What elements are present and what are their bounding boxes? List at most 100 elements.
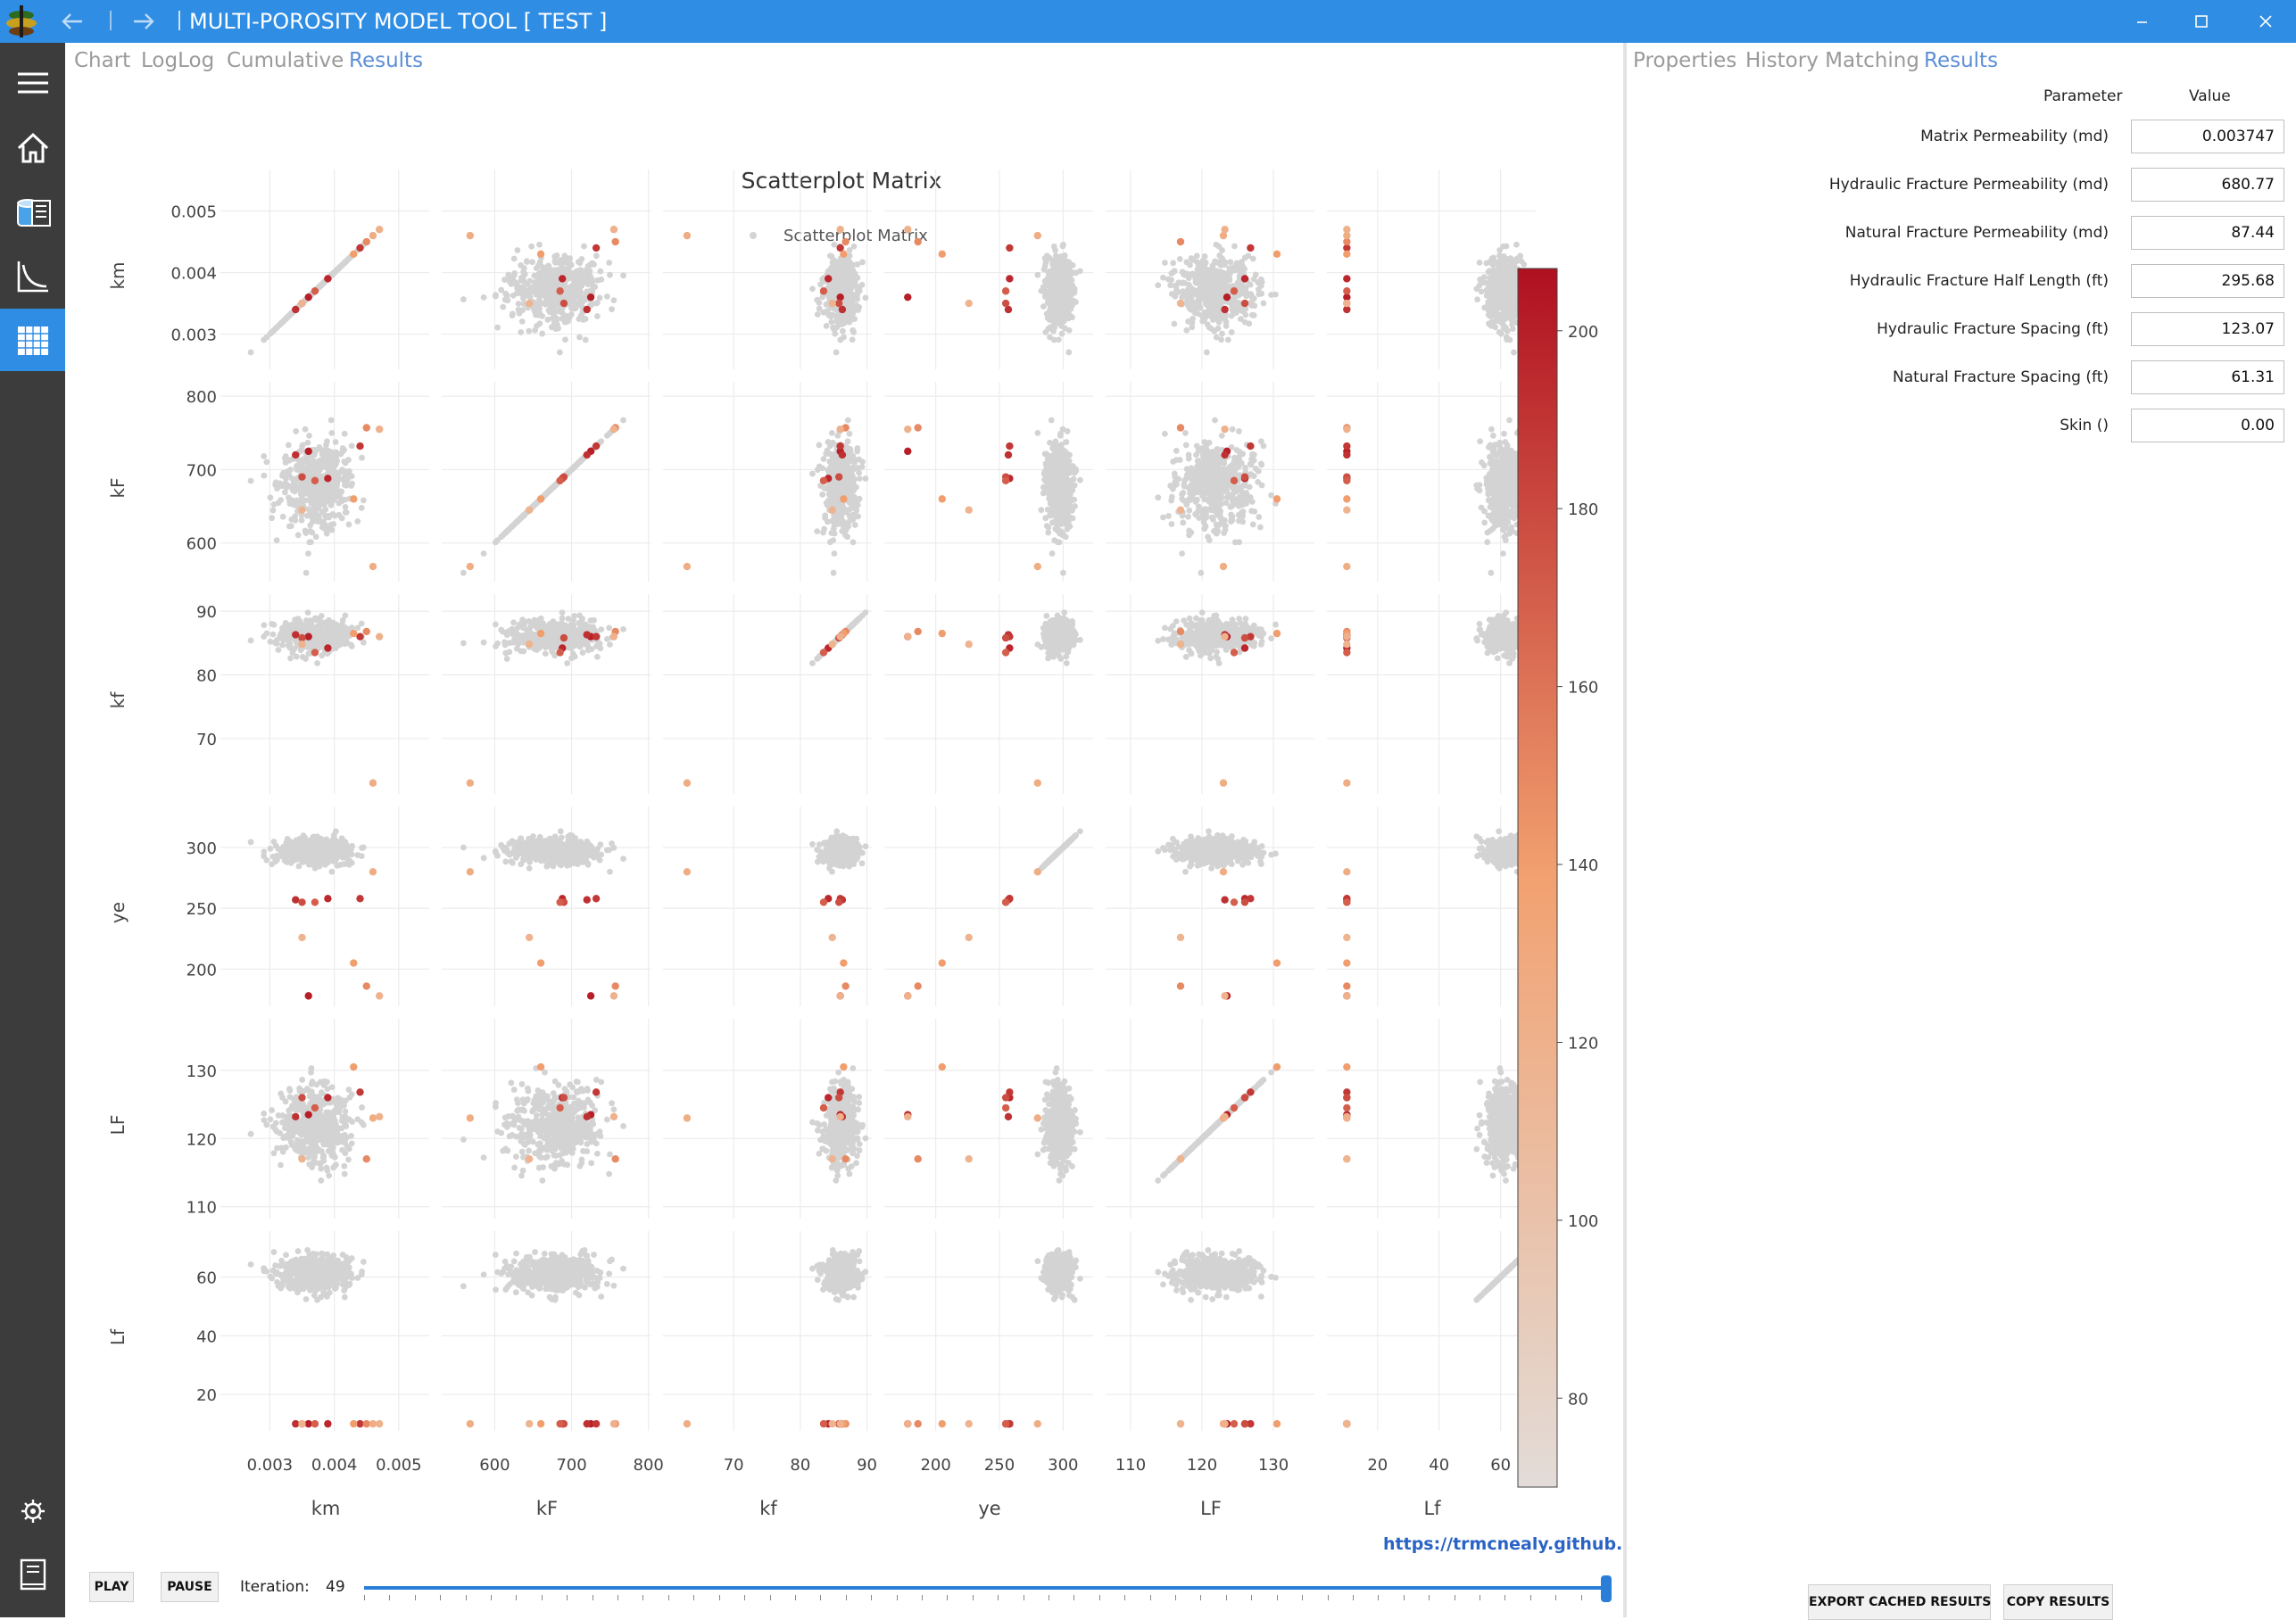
data-point xyxy=(1202,253,1208,260)
data-point xyxy=(1177,256,1183,262)
data-point xyxy=(1231,244,1238,250)
x-tick-label: 250 xyxy=(984,1456,1015,1475)
data-point xyxy=(519,307,526,313)
data-point xyxy=(1066,259,1073,265)
data-point xyxy=(1500,244,1506,250)
sidebar-item-home[interactable] xyxy=(0,116,65,178)
tab-results[interactable]: Results xyxy=(349,43,423,79)
data-point xyxy=(1034,430,1040,436)
forward-button[interactable] xyxy=(128,9,159,34)
data-point xyxy=(607,272,613,278)
data-point xyxy=(554,252,560,259)
sidebar-item-notes[interactable] xyxy=(0,1542,65,1605)
maximize-button[interactable] xyxy=(2184,4,2219,39)
data-point xyxy=(841,271,848,277)
data-point xyxy=(287,500,294,507)
data-point xyxy=(286,524,293,530)
data-point xyxy=(307,498,313,504)
data-point xyxy=(312,459,319,466)
data-point xyxy=(1229,329,1235,335)
data-point xyxy=(583,337,589,343)
data-point xyxy=(1272,292,1279,298)
data-point xyxy=(511,256,518,262)
data-point xyxy=(329,527,336,533)
title-separator xyxy=(178,11,180,30)
data-point xyxy=(319,497,325,503)
y-axis-title: kF xyxy=(107,477,128,498)
data-point xyxy=(1041,267,1048,273)
data-point xyxy=(576,459,583,466)
data-point xyxy=(834,272,841,278)
data-point xyxy=(511,522,518,528)
data-point xyxy=(844,533,850,540)
data-point xyxy=(850,329,857,335)
sidebar-item-settings[interactable] xyxy=(0,1479,65,1541)
sidebar-item-data[interactable] xyxy=(0,180,65,243)
data-point xyxy=(841,259,848,265)
data-point xyxy=(593,252,600,259)
data-point xyxy=(552,269,559,276)
data-point xyxy=(1251,302,1257,309)
data-point xyxy=(597,269,603,275)
x-tick-label: 800 xyxy=(634,1456,664,1475)
data-point xyxy=(508,281,514,287)
sidebar-item-chart[interactable] xyxy=(0,244,65,307)
title-bar: MULTI-POROSITY MODEL TOOL [ TEST ] xyxy=(0,0,2296,43)
data-point xyxy=(329,466,336,472)
data-point xyxy=(834,515,841,521)
data-point xyxy=(1215,272,1222,278)
y-tick-label: 80 xyxy=(196,666,217,685)
tab-loglog[interactable]: LogLog xyxy=(141,43,214,79)
data-point xyxy=(1227,259,1233,265)
close-button[interactable] xyxy=(2248,4,2284,39)
data-point xyxy=(576,268,582,274)
data-point xyxy=(1489,255,1496,261)
data-point xyxy=(821,456,827,462)
data-point xyxy=(306,539,312,545)
data-point xyxy=(833,313,840,319)
data-point xyxy=(535,303,542,310)
tab-chart[interactable]: Chart xyxy=(74,43,130,79)
arrow-left-icon xyxy=(57,9,87,34)
data-point xyxy=(321,447,327,453)
x-tick-label: 600 xyxy=(479,1456,510,1475)
data-point xyxy=(1219,331,1225,337)
data-point xyxy=(343,504,349,510)
data-point xyxy=(1189,255,1195,261)
data-point xyxy=(815,467,821,473)
data-point xyxy=(1198,282,1204,288)
data-point xyxy=(544,317,551,323)
data-point xyxy=(518,515,524,521)
data-point xyxy=(1487,299,1493,305)
data-point xyxy=(1072,285,1078,292)
data-point xyxy=(307,508,313,514)
data-point xyxy=(831,326,837,332)
data-point xyxy=(552,326,559,332)
minimize-button[interactable] xyxy=(2124,4,2159,39)
y-axis-title: ye xyxy=(107,902,128,923)
back-button[interactable] xyxy=(57,9,87,34)
close-icon xyxy=(2248,4,2284,39)
data-point xyxy=(1167,282,1173,288)
data-point xyxy=(1499,296,1505,302)
sidebar-item-menu[interactable] xyxy=(0,52,65,114)
data-point xyxy=(850,277,856,284)
data-point xyxy=(504,293,510,299)
data-point xyxy=(1239,259,1245,265)
data-point xyxy=(324,458,330,464)
data-point xyxy=(280,318,286,325)
data-point xyxy=(513,281,519,287)
data-point xyxy=(817,282,824,288)
data-point xyxy=(510,312,516,318)
data-point xyxy=(329,498,336,504)
data-point xyxy=(1253,271,1259,277)
grid-table-icon xyxy=(16,324,50,358)
data-point xyxy=(331,490,337,496)
y-tick-label: 0.005 xyxy=(170,203,217,222)
tab-cumulative[interactable]: Cumulative xyxy=(227,43,344,79)
sidebar-item-results[interactable] xyxy=(0,309,65,371)
data-point xyxy=(346,473,352,479)
data-point xyxy=(1060,570,1066,576)
data-point xyxy=(1481,305,1488,311)
